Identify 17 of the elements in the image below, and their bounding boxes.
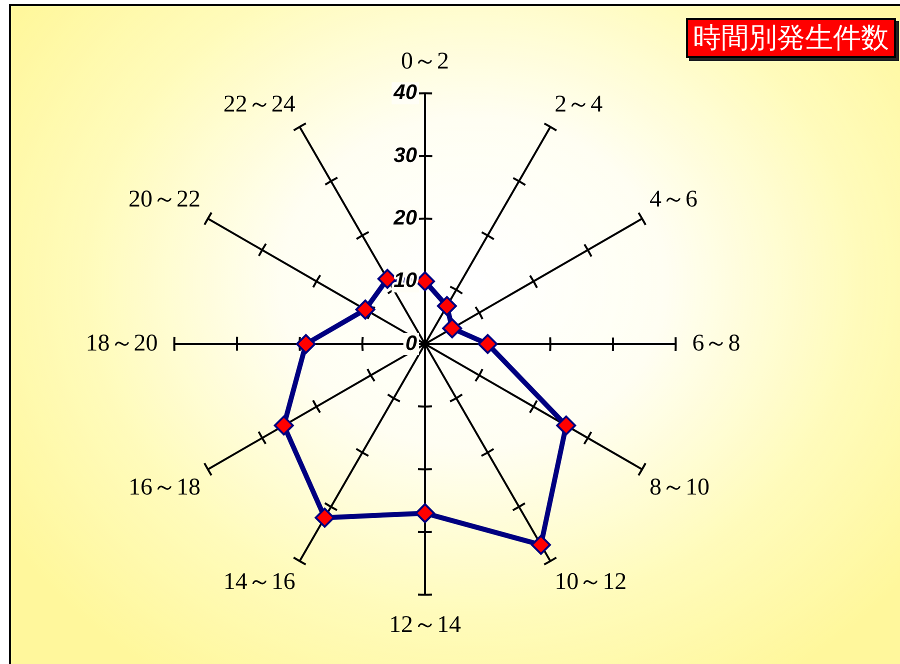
chart-title: 時間別発生件数 <box>686 18 896 58</box>
spoke-label: 18～20 <box>86 330 158 356</box>
spoke-label: 4～6 <box>649 186 698 212</box>
spoke-label: 2～4 <box>554 91 603 118</box>
spoke-label: 12～14 <box>389 612 461 638</box>
y-tick-label: 30 <box>394 144 418 167</box>
spoke-label: 22～24 <box>223 91 296 118</box>
spoke-label: 6～8 <box>692 330 740 356</box>
spoke-label: 16～18 <box>128 474 201 500</box>
spoke-label: 10～12 <box>554 569 627 596</box>
spoke-label: 14～16 <box>223 569 296 596</box>
spoke-label: 8～10 <box>649 474 710 500</box>
y-tick-label: 40 <box>392 81 418 104</box>
spoke-label: 0～2 <box>401 48 449 75</box>
y-tick-label: 0 <box>405 332 418 355</box>
y-tick-label: 20 <box>392 206 418 230</box>
spoke-label: 20～22 <box>128 186 201 212</box>
